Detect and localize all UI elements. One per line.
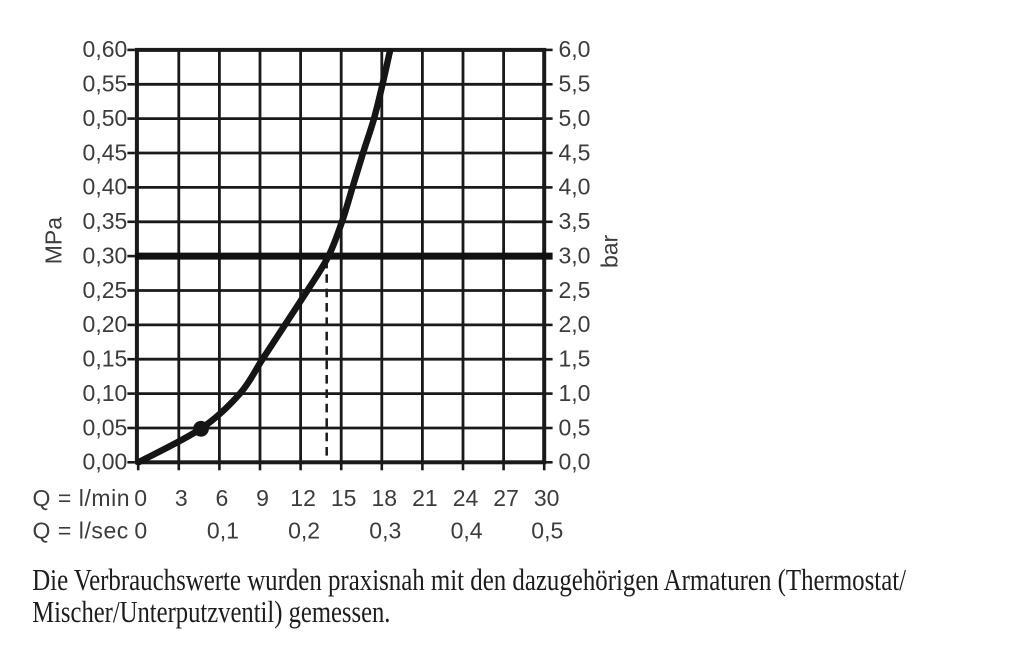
svg-text:0,35: 0,35 bbox=[83, 208, 128, 234]
svg-text:0,10: 0,10 bbox=[83, 380, 128, 406]
svg-text:15: 15 bbox=[331, 485, 357, 511]
svg-text:27: 27 bbox=[493, 485, 519, 511]
svg-text:0,40: 0,40 bbox=[83, 174, 128, 200]
svg-text:0,50: 0,50 bbox=[83, 105, 128, 131]
svg-text:5,0: 5,0 bbox=[559, 105, 591, 131]
svg-text:0,15: 0,15 bbox=[83, 346, 128, 372]
svg-text:1,0: 1,0 bbox=[559, 380, 591, 406]
svg-text:Q = l/sec: Q = l/sec bbox=[33, 517, 129, 543]
svg-text:0,3: 0,3 bbox=[369, 517, 401, 543]
svg-text:4,0: 4,0 bbox=[559, 174, 591, 200]
svg-text:0,1: 0,1 bbox=[207, 517, 239, 543]
svg-text:4,5: 4,5 bbox=[559, 139, 591, 165]
svg-text:0,05: 0,05 bbox=[83, 414, 128, 440]
svg-text:3,0: 3,0 bbox=[559, 242, 591, 268]
svg-text:0,5: 0,5 bbox=[531, 517, 563, 543]
svg-text:0,30: 0,30 bbox=[83, 242, 128, 268]
svg-text:0: 0 bbox=[134, 485, 147, 511]
svg-text:0,4: 0,4 bbox=[451, 517, 483, 543]
svg-text:3,5: 3,5 bbox=[559, 208, 591, 234]
svg-text:0,60: 0,60 bbox=[83, 36, 128, 62]
svg-text:Die Verbrauchswerte wurden pra: Die Verbrauchswerte wurden praxisnah mit… bbox=[32, 564, 906, 598]
svg-text:0,00: 0,00 bbox=[83, 449, 128, 475]
svg-text:24: 24 bbox=[453, 485, 479, 511]
svg-text:0,0: 0,0 bbox=[559, 449, 591, 475]
svg-text:2,0: 2,0 bbox=[559, 311, 591, 337]
svg-text:0,2: 0,2 bbox=[288, 517, 320, 543]
svg-text:1,5: 1,5 bbox=[559, 346, 591, 372]
svg-text:MPa: MPa bbox=[41, 217, 67, 265]
svg-text:2,5: 2,5 bbox=[559, 277, 591, 303]
svg-text:6,0: 6,0 bbox=[559, 36, 591, 62]
svg-text:0,45: 0,45 bbox=[83, 139, 128, 165]
svg-text:18: 18 bbox=[372, 485, 398, 511]
svg-text:3: 3 bbox=[175, 485, 188, 511]
svg-text:0,5: 0,5 bbox=[559, 414, 591, 440]
svg-text:12: 12 bbox=[290, 485, 316, 511]
svg-text:6: 6 bbox=[216, 485, 229, 511]
svg-text:Mischer/Unterputzventil) gemes: Mischer/Unterputzventil) gemessen. bbox=[32, 595, 390, 629]
svg-text:0: 0 bbox=[134, 517, 147, 543]
svg-text:bar: bar bbox=[597, 234, 623, 268]
svg-text:0,20: 0,20 bbox=[83, 311, 128, 337]
svg-text:Q = l/min: Q = l/min bbox=[33, 485, 131, 511]
svg-text:0,25: 0,25 bbox=[83, 277, 128, 303]
svg-text:30: 30 bbox=[534, 485, 560, 511]
svg-text:21: 21 bbox=[412, 485, 438, 511]
svg-text:5,5: 5,5 bbox=[559, 71, 591, 97]
svg-text:9: 9 bbox=[256, 485, 269, 511]
svg-text:0,55: 0,55 bbox=[83, 71, 128, 97]
